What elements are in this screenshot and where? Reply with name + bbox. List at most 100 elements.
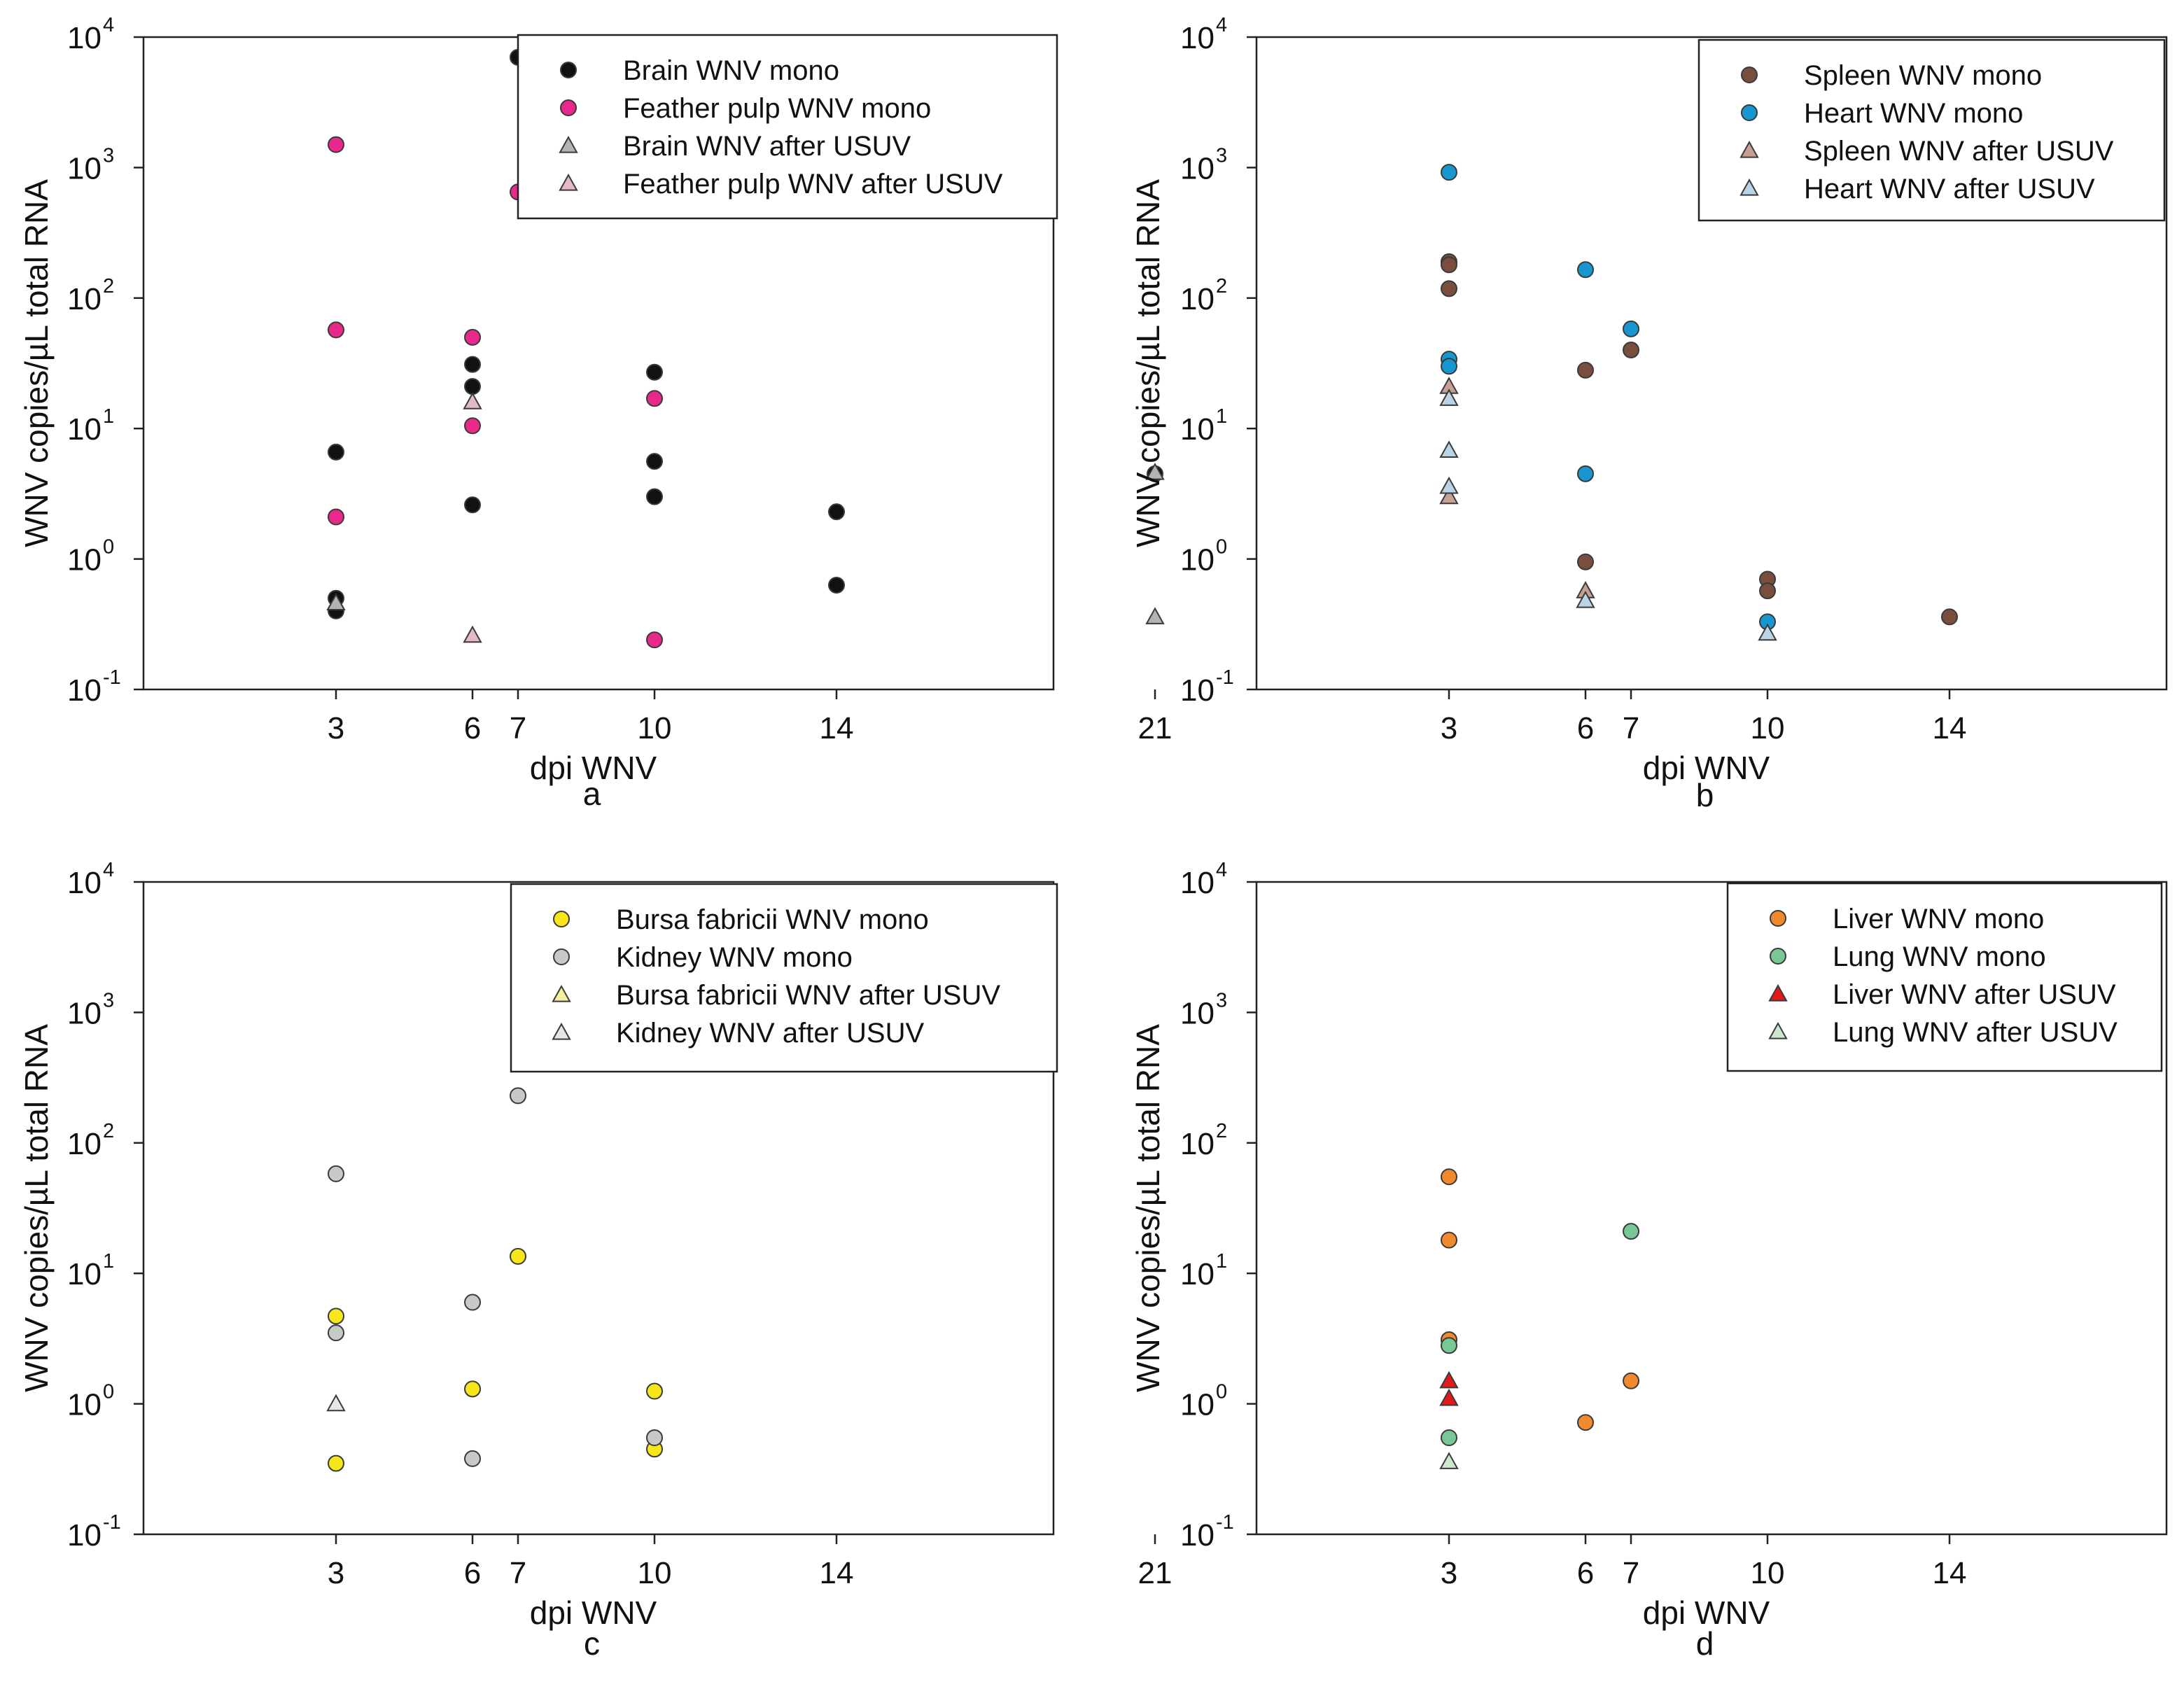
data-point <box>464 417 481 435</box>
y-tick-exponent: 2 <box>1216 1120 1227 1142</box>
legend-label: Feather pulp WNV mono <box>623 93 931 124</box>
data-point <box>328 1455 344 1472</box>
legend-entry: Brain WNV after USUV <box>559 131 911 162</box>
x-tick-label: 7 <box>1623 711 1639 745</box>
data-point <box>1577 361 1594 379</box>
data-point <box>1441 280 1457 297</box>
y-tick-exponent: 1 <box>103 1250 114 1273</box>
y-tick-base: 10 <box>67 21 102 55</box>
legend-marker <box>553 948 570 965</box>
legend-entry: Liver WNV after USUV <box>1768 979 2116 1010</box>
data-point <box>1623 320 1639 337</box>
data-point <box>464 1294 481 1311</box>
series-spleen-wnv-after-usuv <box>1439 377 1595 598</box>
panel-label: d <box>1696 1625 1714 1662</box>
y-tick-base: 10 <box>67 866 102 900</box>
x-tick-label: 21 <box>1138 1556 1172 1590</box>
y-tick-base: 10 <box>1180 1388 1214 1422</box>
y-tick-base: 10 <box>67 1518 102 1553</box>
y-tick-label: 10 -1 <box>67 1511 121 1553</box>
plot-frame <box>1255 36 2168 691</box>
legend-entry: Brain WNV mono <box>560 55 839 86</box>
y-tick-exponent: 4 <box>103 859 114 881</box>
legend-marker <box>1741 66 1758 83</box>
x-tick-label: 14 <box>1933 711 1967 745</box>
y-tick-label: 10 0 <box>1180 1381 1227 1422</box>
legend-box <box>517 34 1058 220</box>
x-tick-label: 7 <box>510 1556 526 1590</box>
y-tick-label: 10 2 <box>1180 275 1227 316</box>
series-brain-wnv-after-usuv <box>326 463 1165 624</box>
y-tick-base: 10 <box>67 1257 102 1291</box>
y-tick-base: 10 <box>67 543 102 577</box>
data-point <box>1623 1372 1639 1389</box>
x-tick-label: 7 <box>510 711 526 745</box>
data-point <box>1577 261 1594 279</box>
y-tick-base: 10 <box>1180 996 1214 1030</box>
y-tick-base: 10 <box>1180 282 1214 316</box>
data-point <box>1439 440 1459 458</box>
y-tick-base: 10 <box>67 673 102 708</box>
legend-marker <box>553 911 570 927</box>
legend-marker <box>552 984 571 1002</box>
y-tick-exponent: 2 <box>1216 275 1227 297</box>
data-point <box>1439 1388 1459 1406</box>
legend: Spleen WNV mono Heart WNV mono Spleen WNV … <box>1698 38 2166 222</box>
legend-marker <box>1770 948 1786 965</box>
x-tick-label: 6 <box>464 1556 481 1590</box>
legend-box <box>510 883 1058 1073</box>
x-tick-label: 21 <box>1138 711 1172 745</box>
series-kidney-wnv-mono <box>328 1087 663 1467</box>
data-point <box>463 392 482 409</box>
data-point <box>1577 1414 1594 1431</box>
legend-entry: Kidney WNV mono <box>553 942 853 973</box>
x-axis-title: dpi WNV <box>530 750 657 786</box>
x-tick-label: 3 <box>328 711 344 745</box>
y-tick-label: 10 3 <box>67 989 114 1030</box>
y-tick-base: 10 <box>1180 151 1214 185</box>
legend-entry: Feather pulp WNV mono <box>560 93 931 124</box>
y-tick-exponent: 0 <box>1216 1381 1227 1403</box>
data-point <box>328 136 344 153</box>
y-axis-title: WNV copies/µL total RNA <box>18 179 55 547</box>
legend-entry: Spleen WNV after USUV <box>1740 136 2114 167</box>
data-point <box>510 1247 526 1265</box>
y-tick-label: 10 1 <box>1180 405 1227 447</box>
y-tick-exponent: 4 <box>103 14 114 36</box>
legend-entry: Spleen WNV mono <box>1741 60 2042 91</box>
data-point <box>646 631 663 649</box>
y-axis-title: WNV copies/µL total RNA <box>18 1024 55 1392</box>
data-point <box>1623 341 1639 358</box>
series-feather-pulp-wnv-after-usuv <box>463 392 482 643</box>
legend-marker <box>559 135 578 153</box>
y-tick-base: 10 <box>67 282 102 316</box>
data-point <box>828 577 845 594</box>
y-tick-label: 10 3 <box>1180 989 1227 1030</box>
legend-label: Feather pulp WNV after USUV <box>623 169 1003 199</box>
x-axis-title: dpi WNV <box>1643 1595 1770 1631</box>
y-tick-label: 10 4 <box>67 859 114 900</box>
y-tick-exponent: 0 <box>1216 536 1227 559</box>
data-point <box>1576 590 1595 608</box>
data-point <box>1439 486 1459 505</box>
y-tick-exponent: 2 <box>103 1120 114 1142</box>
data-point <box>1759 582 1776 600</box>
y-tick-label: 10 1 <box>67 1250 114 1291</box>
y-tick-exponent: 3 <box>103 144 114 167</box>
legend-entry: Lung WNV mono <box>1770 941 2046 972</box>
legend-marker <box>1741 104 1758 121</box>
y-tick-label: 10 0 <box>1180 536 1227 577</box>
x-tick-label: 6 <box>1577 1556 1594 1590</box>
x-axis-title: dpi WNV <box>530 1595 657 1631</box>
y-tick-base: 10 <box>67 412 102 447</box>
y-tick-exponent: 3 <box>1216 144 1227 167</box>
y-tick-exponent: -1 <box>1216 666 1234 689</box>
legend: Brain WNV mono Feather pulp WNV mono Brain… <box>517 34 1058 220</box>
legend-label: Bursa fabricii WNV after USUV <box>616 980 1000 1011</box>
y-tick-label: 10 2 <box>1180 1120 1227 1161</box>
